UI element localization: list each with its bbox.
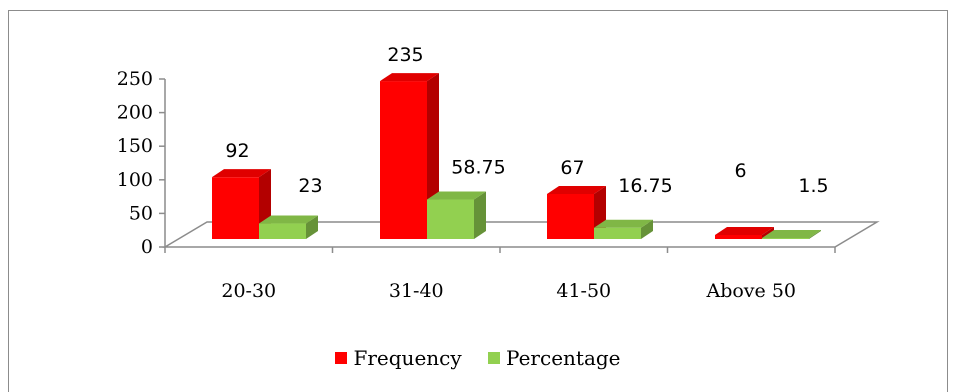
data-label-frequency: 6: [734, 160, 746, 182]
y-tick-label: 250: [117, 68, 153, 90]
legend-label-frequency: Frequency: [353, 346, 462, 370]
legend-label-percentage: Percentage: [506, 346, 621, 370]
bar-percentage-3-front: [762, 237, 809, 239]
bar-frequency-2-top: [547, 185, 606, 194]
bar-frequency-1-front: [380, 81, 427, 239]
bar-frequency-0-front: [212, 177, 259, 239]
y-tick-label: 200: [117, 102, 153, 124]
bar-frequency-3-top: [715, 226, 774, 235]
y-tick-label: 100: [117, 169, 153, 191]
bar-frequency-2-front: [547, 193, 594, 239]
data-label-frequency: 235: [387, 44, 423, 66]
legend-item-percentage: Percentage: [488, 346, 621, 370]
chart-canvas: 0 50 100 150 200 250 92 23 20-30 235 58.75 31-40 67 1…: [117, 44, 880, 302]
x-category-label: 20-30: [221, 280, 276, 302]
bar-percentage-3-side: [809, 229, 821, 239]
x-category-label: 41-50: [556, 280, 611, 302]
legend-item-frequency: Frequency: [335, 346, 462, 370]
legend-swatch-frequency: [335, 352, 348, 364]
chart-legend: Frequency Percentage: [0, 345, 956, 370]
chart-frame: [8, 10, 948, 392]
x-category-label: Above 50: [705, 280, 796, 302]
bar-percentage-2-front: [594, 227, 641, 239]
bar-percentage-1-top: [427, 191, 486, 200]
data-label-frequency: 92: [225, 140, 249, 162]
bar-percentage-0-top: [259, 215, 318, 224]
bar-percentage-3-top: [762, 229, 821, 238]
data-label-percentage: 23: [298, 175, 322, 197]
data-label-percentage: 1.5: [798, 175, 828, 197]
bar-percentage-0-front: [259, 223, 306, 239]
bar-frequency-3-front: [715, 234, 762, 239]
bar-frequency-1-top: [380, 73, 439, 82]
bar-percentage-0-side: [306, 215, 318, 239]
bar-percentage-2-side: [641, 219, 653, 239]
y-tick-label: 150: [117, 135, 153, 157]
data-label-percentage: 58.75: [451, 157, 505, 179]
x-category-label: 31-40: [389, 280, 444, 302]
y-tick-label: 0: [141, 236, 153, 258]
legend-swatch-percentage: [488, 352, 501, 364]
bar-percentage-2-top: [594, 219, 653, 228]
bar-percentage-1-side: [474, 191, 486, 239]
bar-percentage-1-front: [427, 199, 474, 239]
bar-frequency-0-top: [212, 169, 271, 178]
chart-floor: [162, 221, 880, 248]
y-tick-label: 50: [129, 202, 153, 224]
data-label-frequency: 67: [560, 157, 584, 179]
data-label-percentage: 16.75: [618, 175, 672, 197]
